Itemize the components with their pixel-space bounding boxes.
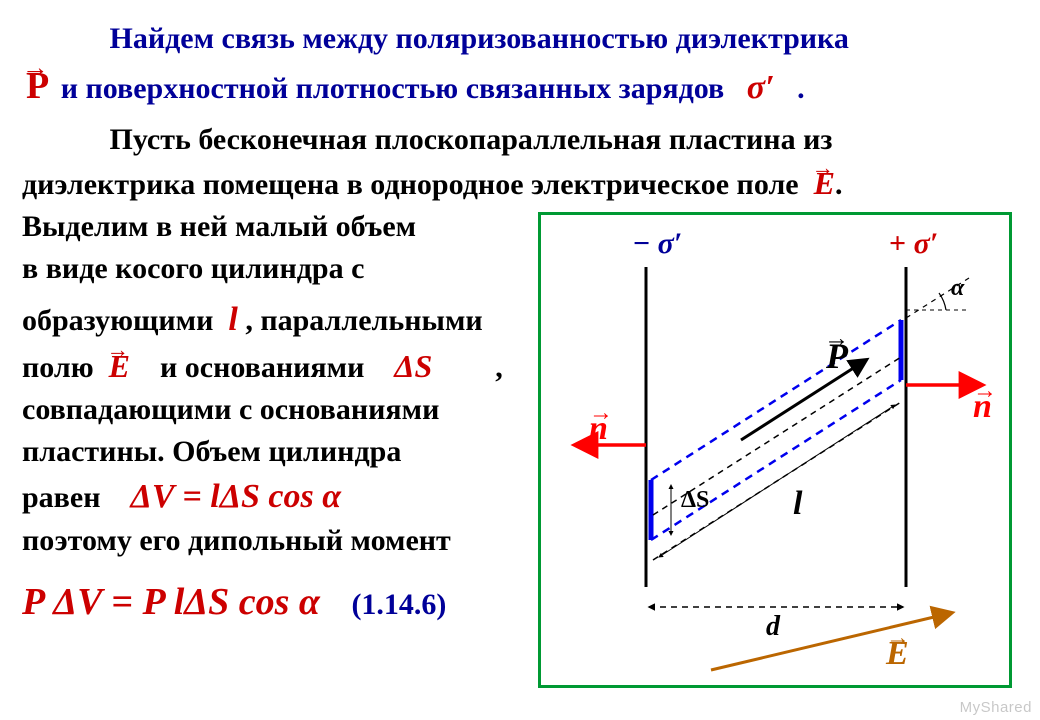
- line-dipole: поэтому его дипольный момент: [22, 520, 512, 562]
- P-symbol-left: → P: [22, 60, 53, 113]
- E-label: →E: [886, 635, 909, 673]
- raven-pre: равен: [22, 481, 101, 514]
- polyu-post: ,: [495, 351, 503, 384]
- final-eqn-row: P ΔV = P lΔS cos α (1.14.6): [22, 576, 512, 629]
- n-right-label: →n: [973, 388, 992, 426]
- alpha-label: α: [951, 275, 964, 302]
- sigma-prime-inline: σ′: [747, 69, 775, 106]
- dS-label: ΔS: [681, 487, 709, 514]
- line-obraz: образующими l , параллельными: [22, 296, 512, 344]
- E-inline-symbol: → E: [814, 161, 835, 206]
- P-label: → P: [826, 335, 848, 377]
- polyu-mid: и основаниями: [160, 351, 364, 384]
- l-inline: l: [228, 301, 237, 338]
- diagram-figure: − − σ′σ′ + σ′: [538, 212, 1012, 688]
- header-period: .: [797, 72, 805, 105]
- dS-inline: ΔS: [394, 348, 432, 384]
- polyu-pre: полю: [22, 351, 94, 384]
- line-kosogo: в виде косого цилиндра с: [22, 248, 512, 290]
- line-vydel: Выделим в ней малый объем: [22, 206, 512, 248]
- n-left-label: →n: [589, 410, 608, 448]
- sentence-2: Пусть бесконечная плоскопараллельная пла…: [22, 119, 1012, 206]
- header-block: Найдем связь между поляризованностью диэ…: [22, 18, 1012, 113]
- line-sovp: совпадающими с основаниями: [22, 389, 512, 431]
- eq-volume: ΔV = lΔS cos α: [131, 478, 342, 515]
- E-inline-2: → E: [109, 344, 130, 389]
- sentence-2-text: Пусть бесконечная плоскопараллельная пла…: [22, 123, 832, 201]
- page: Найдем связь между поляризованностью диэ…: [0, 0, 1040, 720]
- d-label: d: [766, 611, 780, 643]
- header-line1: Найдем связь между поляризованностью диэ…: [110, 22, 849, 55]
- line-polyu: полю → E и основаниями ΔS ,: [22, 344, 512, 389]
- eqn-number: (1.14.6): [351, 588, 446, 621]
- obraz-post: , параллельными: [245, 304, 482, 337]
- watermark: MyShared: [960, 699, 1032, 716]
- eq-P-dipole: P ΔV = P lΔS cos α: [22, 581, 320, 623]
- left-text-column: Выделим в ней малый объем в виде косого …: [22, 206, 532, 629]
- line-raven: равен ΔV = lΔS cos α: [22, 473, 512, 521]
- obraz-pre: образующими: [22, 304, 213, 337]
- header-line2: и поверхностной плотностью связанных зар…: [61, 72, 725, 105]
- line-plastiny: пластины. Объем цилиндра: [22, 431, 512, 473]
- l-label: l: [793, 485, 802, 523]
- period-2: .: [835, 168, 843, 201]
